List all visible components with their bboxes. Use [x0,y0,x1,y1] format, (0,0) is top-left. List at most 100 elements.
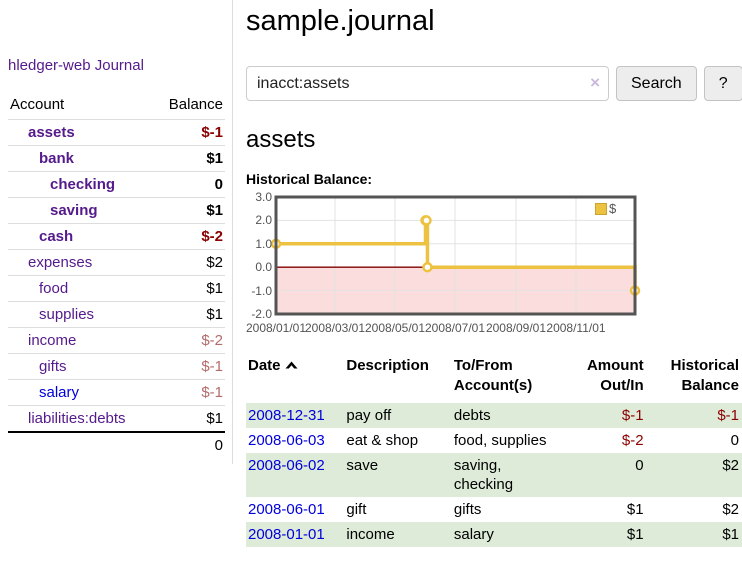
account-link-checking[interactable]: checking [50,176,116,193]
transaction-date-link[interactable]: 2008-06-03 [248,432,325,449]
search-help-button[interactable]: ? [703,66,742,101]
account-balance: $-2 [153,327,225,354]
accounts-table: Account Balance assets $-1 bank $1 checking 0… [8,93,225,458]
x-axis-tick-label: 2008/07/01 [424,321,486,335]
x-axis-tick-label: 2008/03/01 [304,321,366,335]
sidebar-item-journal[interactable]: Journal [94,57,144,74]
transaction-amount: $-1 [561,403,648,428]
account-balance: 0 [153,171,225,198]
x-axis-tick-label: 2008/09/01 [485,321,547,335]
transaction-description: save [344,453,452,497]
balance-chart: 3.0 2.0 1.0 0.0 -1.0 -2.0 2008/01/01 2008/03/01… [245,190,742,337]
account-link-salary[interactable]: salary [39,384,80,401]
register-header-date[interactable]: Date [246,354,344,403]
account-balance: $-1 [153,379,225,406]
transaction-description: gift [346,501,367,518]
account-link-saving[interactable]: saving [50,202,98,219]
accounts-total-balance: 0 [153,431,225,458]
search-input[interactable] [246,66,609,101]
sidebar: hledger-web Journal Account Balance asse… [0,0,233,464]
account-row: income $-2 [8,327,225,354]
account-link-assets[interactable]: assets [28,124,75,141]
transaction-description: pay off [344,403,452,428]
chart-title: Historical Balance: [246,171,373,187]
x-axis-tick-label: 2008/11/01 [546,321,606,335]
transaction-amount: $-2 [621,432,644,449]
transaction-date-link[interactable]: 2008-12-31 [248,407,325,424]
app-brand-link[interactable]: hledger-web [8,57,91,74]
account-row: gifts $-1 [8,353,225,380]
account-link-income[interactable]: income [28,332,77,349]
transaction-date-link[interactable]: 2008-06-01 [248,501,325,518]
account-balance: $1 [153,197,225,224]
account-row: bank $1 [8,145,225,172]
accounts-header-balance: Balance [153,93,225,120]
account-balance: $1 [153,301,225,328]
account-link-gifts[interactable]: gifts [39,358,67,375]
y-axis-tick-label: 1.0 [255,236,272,251]
account-balance: $2 [153,249,225,276]
transaction-amount: $1 [561,522,648,547]
transaction-balance: $2 [647,453,742,497]
account-row: cash $-2 [8,223,225,250]
accounts-total-spacer [8,431,154,458]
transaction-description: income [344,522,452,547]
account-heading: assets [246,126,316,153]
account-row: supplies $1 [8,301,225,328]
transaction-balance: 0 [730,432,739,449]
account-balance: $1 [153,145,225,172]
account-balance: $1 [153,405,225,433]
transaction-accounts: food, supplies [453,432,547,449]
account-link-supplies[interactable]: supplies [39,306,95,323]
chart-canvas [270,195,641,316]
y-axis-tick-label: -2.0 [251,307,272,321]
transaction-accounts: gifts [453,501,482,518]
transaction-row: 2008-01-01 income salary $1 $1 [246,522,742,547]
transaction-balance: $2 [722,501,739,518]
x-axis-tick-label: 2008/05/01 [364,321,426,335]
account-link-bank[interactable]: bank [39,150,75,167]
transaction-accounts: saving, checking [451,453,562,497]
account-row: expenses $2 [8,249,225,276]
account-row: liabilities:debts $1 [8,405,225,433]
clear-search-icon[interactable]: × [590,73,600,92]
transaction-accounts: salary [451,522,562,547]
y-axis-tick-label: 2.0 [255,213,272,228]
sort-ascending-icon [285,356,298,376]
y-axis-tick-label: 0.0 [255,260,272,275]
account-balance: $-1 [153,353,225,380]
account-row: assets $-1 [8,119,225,146]
main-content: sample.journal × Search ? assets Histori… [233,0,742,547]
transaction-accounts: debts [451,403,562,428]
account-link-food[interactable]: food [39,280,69,297]
y-axis-tick-label: 3.0 [255,190,272,204]
accounts-header-account: Account [8,93,154,120]
legend-swatch-icon [595,202,607,215]
account-balance: $-2 [153,223,225,250]
transaction-balance: $1 [647,522,742,547]
register-header-amount: Amount Out/In [586,357,644,394]
account-link-expenses[interactable]: expenses [28,254,93,271]
chart-legend: $ [595,201,616,216]
transaction-amount: $1 [626,501,644,518]
transaction-date-link[interactable]: 2008-06-02 [248,457,325,474]
register-header-balance: Historical Balance [670,357,739,394]
transaction-row: 2008-06-03 eat & shop food, supplies $-2 0 [246,428,742,453]
account-balance: $-1 [153,119,225,146]
transaction-amount: 0 [561,453,648,497]
transaction-date-link[interactable]: 2008-01-01 [248,526,325,543]
account-row: saving $1 [8,197,225,224]
account-link-liabilities-debts[interactable]: liabilities:debts [28,410,126,427]
register-table: Date Description To/From Account(s) Amou… [246,354,742,547]
transaction-description: eat & shop [346,432,419,449]
account-row: salary $-1 [8,379,225,406]
transaction-row: 2008-06-02 save saving, checking 0 $2 [246,453,742,497]
transaction-row: 2008-12-31 pay off debts $-1 $-1 [246,403,742,428]
register-header-description: Description [346,357,429,374]
legend-label: $ [609,201,617,216]
search-button[interactable]: Search [616,66,697,101]
x-axis-tick-label: 2008/01/01 [245,321,307,335]
account-balance: $1 [153,275,225,302]
account-row: checking 0 [8,171,225,198]
account-link-cash[interactable]: cash [39,228,74,245]
